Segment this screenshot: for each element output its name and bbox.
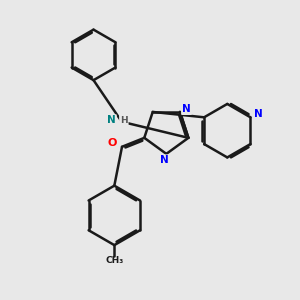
Text: H: H — [120, 116, 128, 125]
Text: N: N — [254, 109, 263, 119]
Text: CH₃: CH₃ — [105, 256, 124, 266]
Text: N: N — [107, 115, 116, 125]
Text: O: O — [108, 138, 117, 148]
Text: N: N — [160, 155, 169, 165]
Text: N: N — [182, 104, 191, 114]
